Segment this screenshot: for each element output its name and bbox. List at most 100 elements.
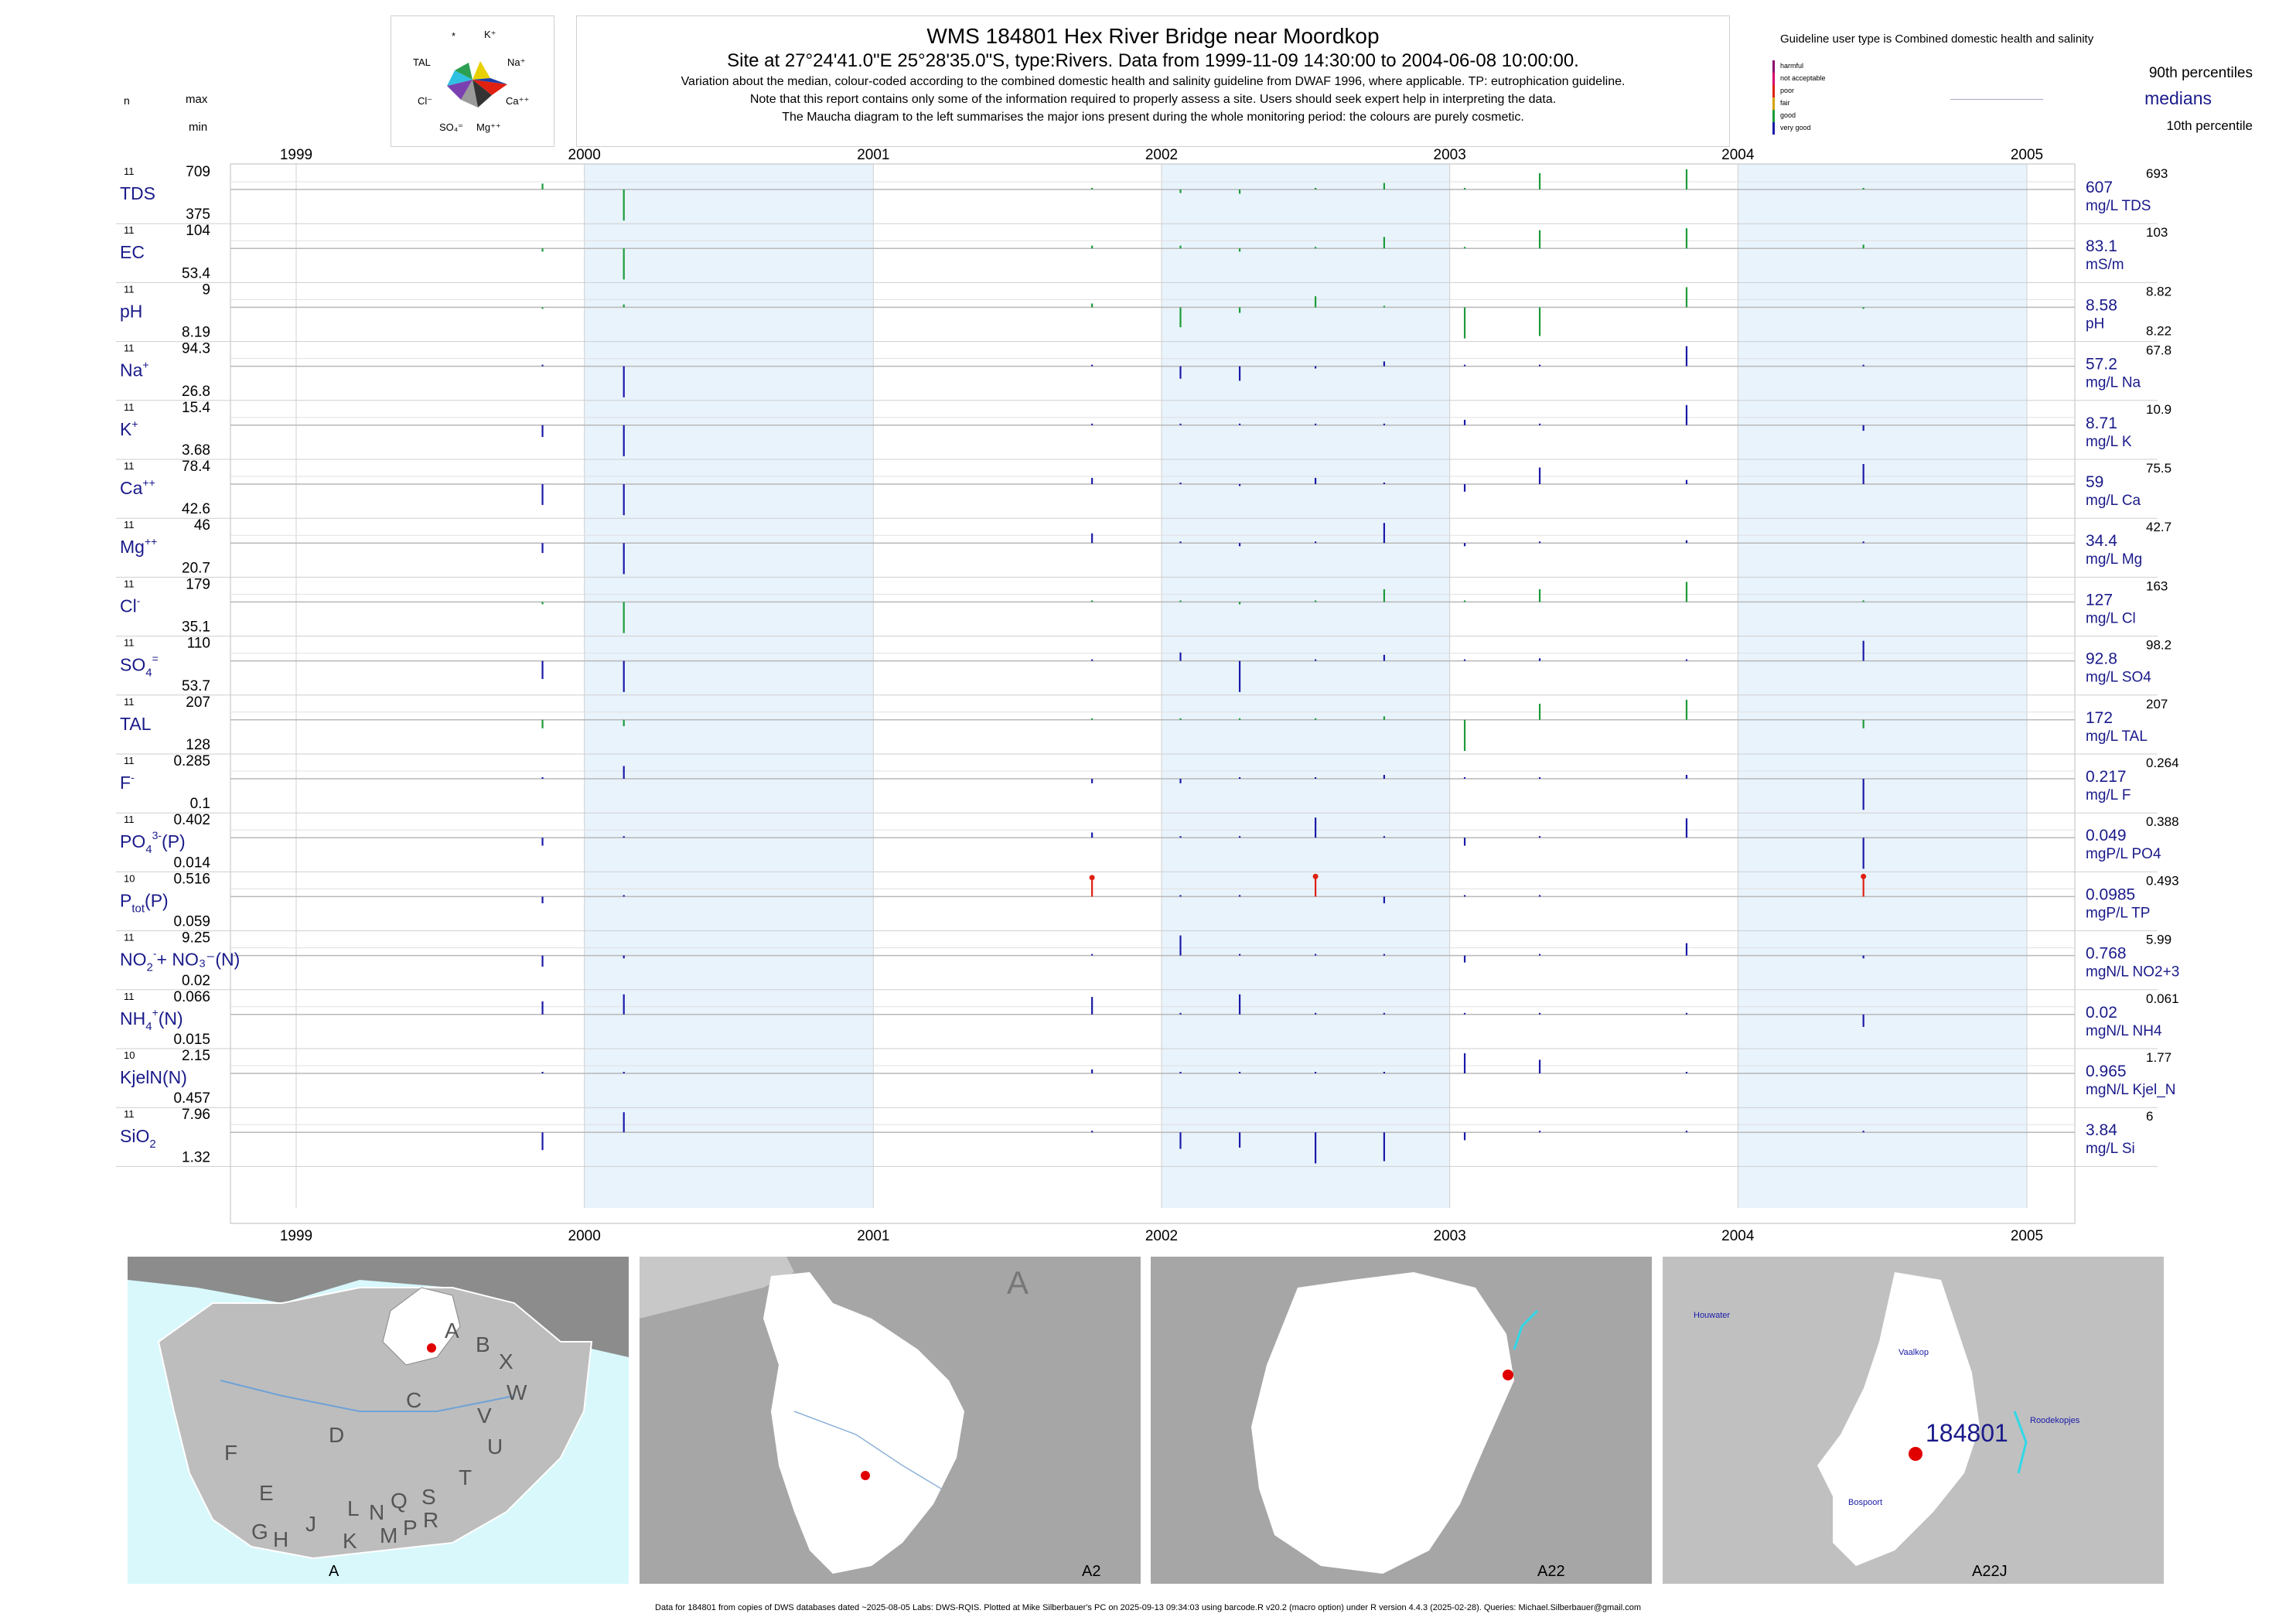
map-panel-label: A2 <box>1082 1563 1101 1580</box>
param-p90: 0.264 <box>2146 756 2179 770</box>
map-a22 <box>1251 1272 1539 1574</box>
param-min: 42.6 <box>182 501 210 517</box>
col-header-max: max <box>186 93 208 106</box>
map-region-letter: R <box>423 1508 439 1532</box>
param-min: 128 <box>186 737 210 753</box>
map-south-africa <box>128 1257 629 1560</box>
map-panel-label: A <box>329 1563 339 1580</box>
param-p90: 693 <box>2146 166 2168 181</box>
sample-marker <box>1089 875 1095 881</box>
map-region-letter: A <box>445 1319 459 1343</box>
param-count: 11 <box>124 814 135 825</box>
param-label: EC <box>120 242 145 262</box>
param-max: 110 <box>187 636 210 652</box>
map-region-letter: X <box>499 1349 513 1373</box>
map-region-letter: C <box>406 1388 422 1412</box>
footer-note: Data for 184801 from copies of DWS datab… <box>655 1603 1641 1612</box>
param-count: 11 <box>124 401 135 413</box>
param-median: 8.71 <box>2086 415 2117 432</box>
param-max: 207 <box>186 694 210 711</box>
param-max: 104 <box>186 223 210 239</box>
x-tick-label-top: 1999 <box>280 147 312 163</box>
map-region-letter: E <box>259 1481 274 1505</box>
legend-class: good <box>1780 111 1796 119</box>
param-p90: 6 <box>2146 1109 2153 1124</box>
param-median: 0.0985 <box>2086 885 2135 903</box>
legend-swatch <box>1772 97 1775 110</box>
param-p90: 0.493 <box>2146 873 2179 888</box>
param-median: 92.8 <box>2086 650 2117 668</box>
param-count: 10 <box>124 872 135 884</box>
param-label: Mg++ <box>120 535 157 557</box>
param-label: TAL <box>120 714 152 734</box>
param-max: 15.4 <box>182 400 210 416</box>
legend-swatch <box>1772 73 1775 85</box>
map-panel-a2: A A2 <box>640 1257 1141 1584</box>
param-count: 11 <box>124 460 135 472</box>
param-max: 94.3 <box>182 341 210 357</box>
param-label: pH <box>120 301 142 321</box>
maucha-label: TAL <box>413 56 431 68</box>
param-max: 0.516 <box>173 871 210 887</box>
param-max: 0.066 <box>173 989 210 1005</box>
param-unit: mgN/L Kjel_N <box>2086 1082 2176 1098</box>
year-shade <box>1162 164 1450 1208</box>
param-median: 3.84 <box>2086 1121 2117 1139</box>
param-unit: mg/L Cl <box>2086 610 2136 626</box>
param-unit: mg/L TDS <box>2086 198 2151 214</box>
param-p90: 67.8 <box>2146 343 2171 358</box>
param-unit: pH <box>2086 316 2104 332</box>
map-a22j <box>1817 1272 2028 1566</box>
map-region-letter: Q <box>391 1489 408 1513</box>
param-min: 3.68 <box>182 442 210 459</box>
param-p90: 10.9 <box>2146 402 2171 417</box>
param-label: NH4+(N) <box>120 1006 183 1033</box>
param-min: 0.059 <box>173 914 210 930</box>
maucha-diagram: * K⁺ TAL Na⁺ Cl⁻ Ca⁺⁺ SO₄⁼ Mg⁺⁺ <box>391 15 554 147</box>
maucha-label: Cl⁻ <box>418 95 433 107</box>
param-unit: mg/L TAL <box>2086 728 2148 745</box>
legend-class: fair <box>1780 99 1790 107</box>
param-max: 0.402 <box>173 812 210 828</box>
param-median: 0.768 <box>2086 945 2127 963</box>
map-region-letter: H <box>273 1527 289 1551</box>
x-tick-label-bottom: 2005 <box>2011 1228 2043 1244</box>
param-label: SO4= <box>120 653 159 680</box>
param-min: 375 <box>186 206 210 223</box>
param-p90: 98.2 <box>2146 638 2171 653</box>
map-region-letter: J <box>305 1512 316 1536</box>
legend-swatch <box>1772 85 1775 97</box>
param-p90: 8.82 <box>2146 284 2171 299</box>
x-tick-label-top: 2004 <box>1721 147 1755 163</box>
param-p90: 1.77 <box>2146 1050 2171 1065</box>
param-count: 11 <box>124 165 135 177</box>
report-note-1: Variation about the median, colour-coded… <box>681 75 1626 88</box>
param-min: 35.1 <box>182 619 210 636</box>
maucha-label: SO₄⁼ <box>439 121 463 133</box>
param-min: 0.1 <box>190 796 210 812</box>
param-p90: 75.5 <box>2146 461 2171 476</box>
map-region-letter: G <box>251 1520 268 1544</box>
map-region-letter: T <box>459 1465 473 1489</box>
param-count: 11 <box>124 755 135 766</box>
map-region-letter: F <box>224 1441 238 1465</box>
param-p90: 42.7 <box>2146 520 2171 534</box>
param-min: 53.4 <box>182 265 210 281</box>
x-tick-label-bottom: 2004 <box>1721 1228 1755 1244</box>
param-median: 0.049 <box>2086 827 2127 844</box>
x-tick-label-bottom: 2002 <box>1145 1228 1178 1244</box>
map-region-letter: P <box>403 1516 418 1540</box>
x-tick-label-top: 2005 <box>2011 147 2043 163</box>
map-region-letter: L <box>347 1496 360 1520</box>
map-place-label: Vaalkop <box>1899 1348 1929 1357</box>
legend-class: not acceptable <box>1780 74 1826 82</box>
x-tick-label-top: 2002 <box>1145 147 1178 163</box>
year-shade <box>584 164 874 1208</box>
param-label: PO43-(P) <box>120 829 186 856</box>
map-a2 <box>640 1257 964 1574</box>
col-header-min: min <box>189 121 208 134</box>
param-min: 8.19 <box>182 325 210 341</box>
legend-swatch <box>1772 60 1775 73</box>
param-min: 0.02 <box>182 973 210 989</box>
param-max: 179 <box>186 576 210 592</box>
